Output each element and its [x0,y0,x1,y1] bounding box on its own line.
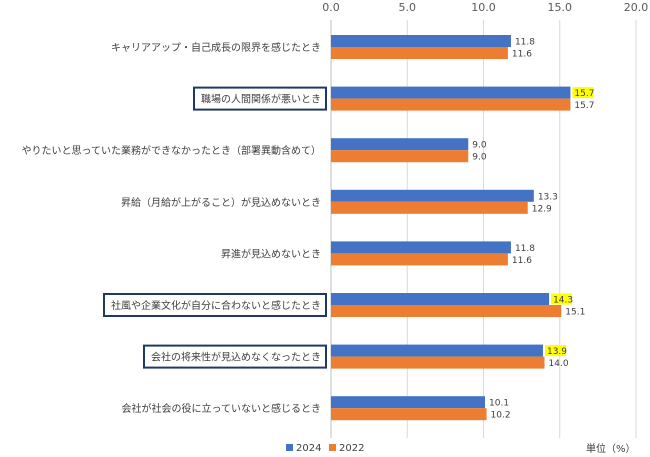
data-label-2022: 9.0 [472,153,487,163]
data-label-2022: 11.6 [512,256,532,266]
data-label-2022: 12.9 [532,204,552,214]
legend-label-2022: 2022 [339,443,364,454]
bar-2024 [331,35,511,47]
highlight-marker [544,345,566,357]
unit-label: 単位（%） [586,442,636,455]
bar-2024 [331,189,534,202]
legend-label-2024: 2024 [296,443,321,454]
category-label: 昇進が見込めないとき [221,247,321,260]
bar-2022 [331,356,545,369]
bar-2024 [331,396,486,409]
data-label-2024: 14.3 [553,296,573,306]
data-label-2022: 11.6 [512,50,532,60]
data-label-2024: 11.8 [515,38,535,48]
highlight-marker [551,293,573,305]
data-label-2022: 15.7 [574,101,594,111]
data-label-2024: 10.1 [489,399,509,409]
data-label-2024: 11.8 [515,244,535,254]
bar-2022 [331,253,508,266]
category-label: 会社が社会の役に立っていないと感じるとき [122,402,322,415]
highlight-box [143,344,327,369]
x-tick-label: 20.0 [624,1,649,14]
bar-2022 [331,408,487,421]
legend-swatch-2022 [329,444,336,451]
bar-2024 [331,86,571,99]
data-label-2022: 14.0 [549,359,569,369]
highlight-marker [572,87,594,99]
bar-2024 [331,293,550,305]
bar-2022 [331,201,528,214]
x-tick-label: 15.0 [548,1,573,14]
bar-2022 [331,305,562,317]
category-label: 職場の人間関係が悪いとき [201,93,321,106]
bar-2022 [331,150,469,163]
x-tick-label: 5.0 [399,1,417,14]
bar-2024 [331,241,511,254]
x-tick-label: 10.0 [471,1,496,14]
data-label-2024: 13.9 [547,347,567,357]
category-label: 社風や企業文化が自分に合わないと感じたとき [111,299,321,312]
highlight-box [193,86,327,111]
data-label-2022: 15.1 [565,308,585,318]
bar-2024 [331,344,543,357]
highlight-box [103,293,327,317]
data-label-2024: 13.3 [538,192,558,202]
category-label: 昇給（月給が上がること）が見込めないとき [121,196,321,209]
legend-swatch-2024 [286,444,293,451]
bar-2022 [331,47,508,59]
data-label-2024: 9.0 [472,141,487,151]
category-label: 会社の将来性が見込めなくなったとき [151,351,321,364]
category-label: やりたいと思っていた業務ができなかったとき（部署異動含めて） [22,144,322,157]
bar-2024 [331,138,469,151]
data-label-2022: 10.2 [491,411,511,421]
bar-2022 [331,98,571,111]
x-tick-label: 0.0 [322,1,340,14]
data-label-2024: 15.7 [574,89,594,99]
category-label: キャリアアップ・自己成長の限界を感じたとき [111,41,321,54]
